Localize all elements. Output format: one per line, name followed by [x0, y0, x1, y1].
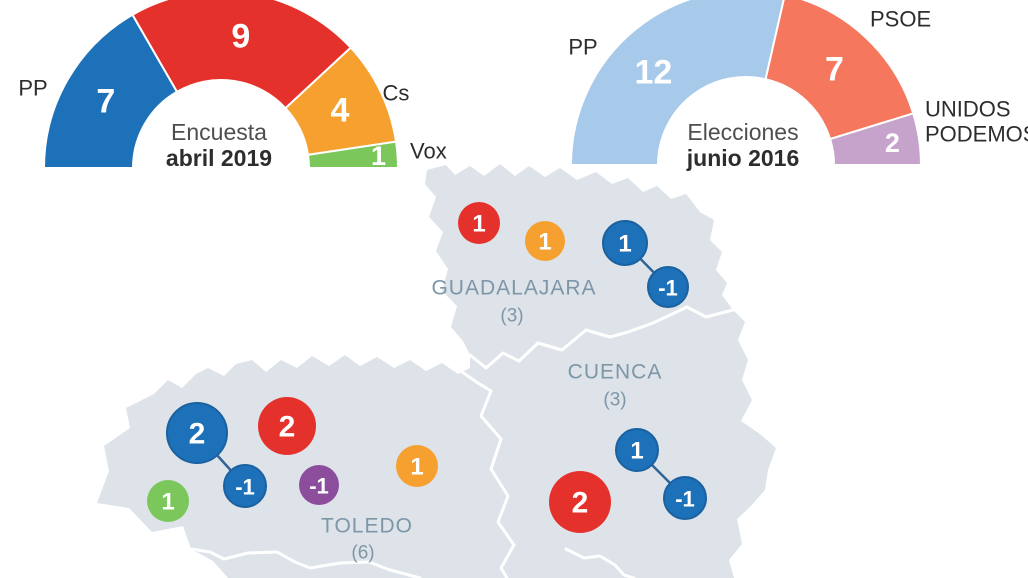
marker-circle [663, 476, 707, 520]
marker-circle [525, 221, 565, 261]
province-name: GUADALAJARA [431, 277, 596, 300]
border-toledo-south [189, 547, 422, 578]
segment-value-encuesta-vox: 1 [371, 141, 386, 171]
segment-value-encuesta-psoe: 9 [231, 17, 250, 55]
segment-elecciones-psoe [764, 0, 915, 141]
map-marker-toledo-12: 1 [396, 445, 438, 487]
province-seat-count: (3) [500, 306, 523, 327]
province-seat-count: (3) [603, 390, 626, 411]
map-marker-cuenca-4: 2 [549, 471, 611, 533]
marker-circle [223, 464, 267, 508]
map-marker-guadalajara-3: -1 [647, 266, 689, 308]
marker-circle [166, 402, 228, 464]
marker-value: 1 [618, 231, 631, 258]
marker-value: 1 [472, 211, 485, 238]
chart-elecciones-segments: 12 7 2 [569, 0, 923, 166]
chart-encuesta-center-line2: abril 2019 [166, 145, 272, 171]
marker-value: 1 [538, 229, 551, 256]
marker-value: 1 [161, 489, 174, 516]
chart-encuesta-center-line1: Encuesta [171, 119, 267, 145]
province-name: CUENCA [568, 361, 663, 384]
marker-circle [258, 397, 316, 455]
map-marker-toledo-11: -1 [299, 465, 339, 505]
map-marker-guadalajara-1: 1 [525, 221, 565, 261]
map-marker-toledo-7: 1 [147, 480, 189, 522]
marker-value: 2 [279, 411, 296, 444]
border-cuenca-south [564, 547, 636, 578]
segment-encuesta-psoe [131, 0, 353, 110]
marker-circle [647, 266, 689, 308]
segment-encuesta-vox [306, 140, 400, 169]
map-marker-cuenca-5: 1 [615, 428, 659, 472]
segment-encuesta-pp [42, 13, 179, 169]
chart-encuesta-segments: 7 9 41 [42, 0, 400, 171]
marker-value: -1 [658, 276, 678, 301]
region-map [97, 164, 776, 578]
province-label-toledo: TOLEDO (6) [321, 515, 413, 564]
province-label-cuenca: CUENCA (3) [568, 361, 663, 411]
border-toledo-cuenca [460, 353, 516, 578]
chart-elecciones-center-line2: junio 2016 [686, 145, 799, 171]
marker-value: -1 [675, 487, 695, 512]
map-marker-guadalajara-2: 1 [602, 220, 648, 266]
marker-value: 2 [572, 487, 589, 520]
marker-circle [602, 220, 648, 266]
province-label-guadalajara: GUADALAJARA (3) [431, 277, 596, 327]
chart-encuesta: 7 9 41 PP Cs Vox Encuesta abril 2019 [18, 0, 447, 171]
segment-value-elecciones-pp: 12 [634, 53, 672, 91]
marker-value: 2 [189, 418, 206, 451]
marker-value: 1 [410, 454, 423, 481]
region-map-silhouette [97, 164, 776, 578]
map-markers: 1 1 1 -1 2 1 -1 1 2 -1 2 -1 1 [147, 202, 707, 533]
map-marker-guadalajara-0: 1 [458, 202, 500, 244]
map-marker-toledo-9: -1 [223, 464, 267, 508]
province-name: TOLEDO [321, 515, 413, 538]
party-label-encuesta-0: PP [18, 76, 47, 101]
marker-circle [147, 480, 189, 522]
marker-value: 1 [630, 438, 643, 465]
province-seat-count: (6) [351, 543, 374, 564]
party-label-elecciones-1: PSOE [870, 7, 931, 32]
segment-elecciones-unidos-podemos [828, 112, 923, 166]
marker-value: -1 [309, 474, 329, 499]
marker-circle [549, 471, 611, 533]
chart-elecciones-center-line1: Elecciones [687, 119, 798, 145]
segment-value-encuesta-cs: 4 [330, 92, 349, 130]
marker-circle [615, 428, 659, 472]
map-marker-toledo-10: 2 [258, 397, 316, 455]
party-label-elecciones-0: PP [568, 35, 597, 60]
province-borders [189, 305, 735, 578]
party-label-elecciones-3: PODEMOS [925, 122, 1028, 147]
marker-value: -1 [235, 475, 255, 500]
province-labels: GUADALAJARA (3) CUENCA (3) TOLEDO (6) [321, 277, 663, 564]
map-marker-cuenca-6: -1 [663, 476, 707, 520]
marker-circle [299, 465, 339, 505]
chart-encuesta-party-labels: PP Cs Vox [18, 76, 446, 164]
border-guadalajara-cuenca [468, 305, 735, 370]
party-label-elecciones-2: UNIDOS [925, 97, 1011, 122]
marker-circle [458, 202, 500, 244]
party-label-encuesta-2: Vox [410, 139, 447, 164]
segment-value-elecciones-psoe: 7 [825, 51, 844, 89]
segment-value-encuesta-pp: 7 [96, 83, 115, 121]
segment-value-elecciones-unidos-podemos: 2 [885, 128, 900, 158]
marker-circle [396, 445, 438, 487]
party-label-encuesta-1: Cs [383, 81, 410, 106]
segment-elecciones-pp [569, 0, 785, 166]
map-marker-toledo-8: 2 [166, 402, 228, 464]
